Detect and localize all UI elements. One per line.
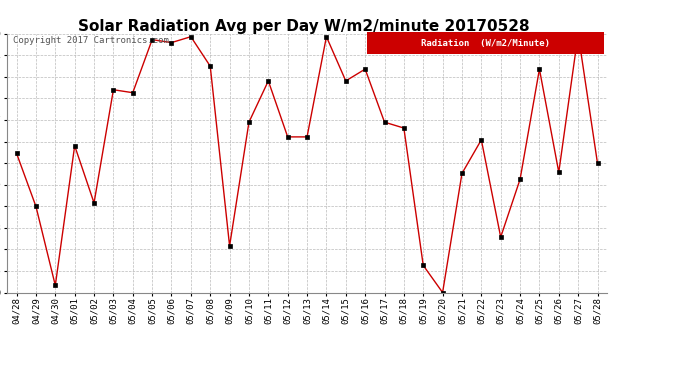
Text: Solar Radiation Avg per Day W/m2/minute 20170528: Solar Radiation Avg per Day W/m2/minute … [78,19,529,34]
Text: Copyright 2017 Cartronics.com: Copyright 2017 Cartronics.com [13,36,169,45]
